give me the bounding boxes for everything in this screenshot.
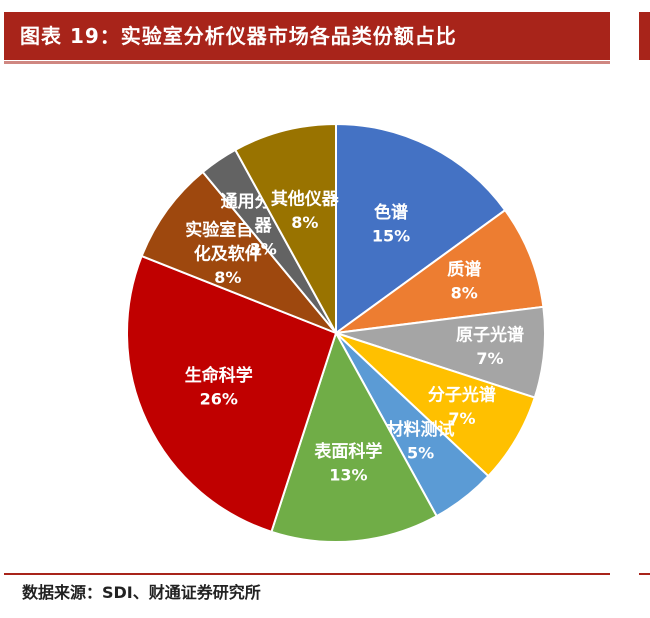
slice-value-label: 13% [329,466,367,485]
slice-category-label: 材料测试 [387,419,455,440]
slice-category-label: 原子光谱 [456,325,524,346]
slice-category-label: 色谱 [374,202,408,223]
slice-category-label: 器 [254,216,273,236]
slice-label: 其他仪器 8% [271,189,340,233]
adjacent-footer-divider [639,573,650,575]
slice-category-label: 化及软件 [194,243,262,264]
pie-slice [126,254,338,534]
slice-value-label: 8% [451,284,478,303]
slice-label: 分子光谱 7% [428,384,496,428]
pie-chart-area: 色谱 15% 质谱 8% 原子光谱 7% 分子光谱 7% 材料测试 5% 表面科学 13% 生命科学 26… [0,64,650,569]
slice-label: 生命科学 26% [185,365,253,409]
slice-value-label: 7% [448,409,475,428]
slice-label: 色谱 15% [372,202,410,246]
pie-chart: 色谱15%质谱8%原子光谱7%分子光谱7%材料测试5%表面科学13%生命科学26… [126,122,546,543]
title-bar: 图表 19：实验室分析仪器市场各品类份额占比 [4,12,610,64]
source-note: 数据来源：SDI、财通证券研究所 [22,583,261,602]
slice-label: 材料测试 5% [387,419,455,463]
title-underline [4,61,610,64]
slice-label: 原子光谱 7% [456,325,524,369]
slice-value-label: 8% [291,213,318,232]
slice-label: 质谱 8% [447,259,481,303]
slice-category-label: 分子光谱 [428,384,496,405]
pie-slice [270,330,439,543]
pie-slice [233,122,337,334]
slice-value-label: 3% [250,239,277,258]
pie-slice [335,122,507,335]
slice-value-label: 5% [407,443,434,462]
slice-label: 表面科学 13% [314,441,382,485]
footer-divider [4,573,610,575]
slice-category-label: 表面科学 [314,441,382,462]
slice-value-label: 26% [200,390,238,409]
slice-category-label: 质谱 [447,259,481,280]
slice-value-label: 15% [372,226,410,245]
pie-slice [335,208,545,334]
slice-value-label: 8% [214,268,241,287]
pie-slice [140,170,337,334]
slice-category-label: 生命科学 [185,365,253,386]
slice-value-label: 7% [476,349,503,368]
chart-title: 图表 19：实验室分析仪器市场各品类份额占比 [20,24,457,48]
adjacent-panel-edge [639,12,650,60]
slice-category-label: 其他仪器 [271,189,340,210]
